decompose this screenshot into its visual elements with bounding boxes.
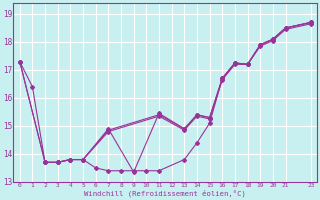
X-axis label: Windchill (Refroidissement éolien,°C): Windchill (Refroidissement éolien,°C) — [84, 190, 246, 197]
